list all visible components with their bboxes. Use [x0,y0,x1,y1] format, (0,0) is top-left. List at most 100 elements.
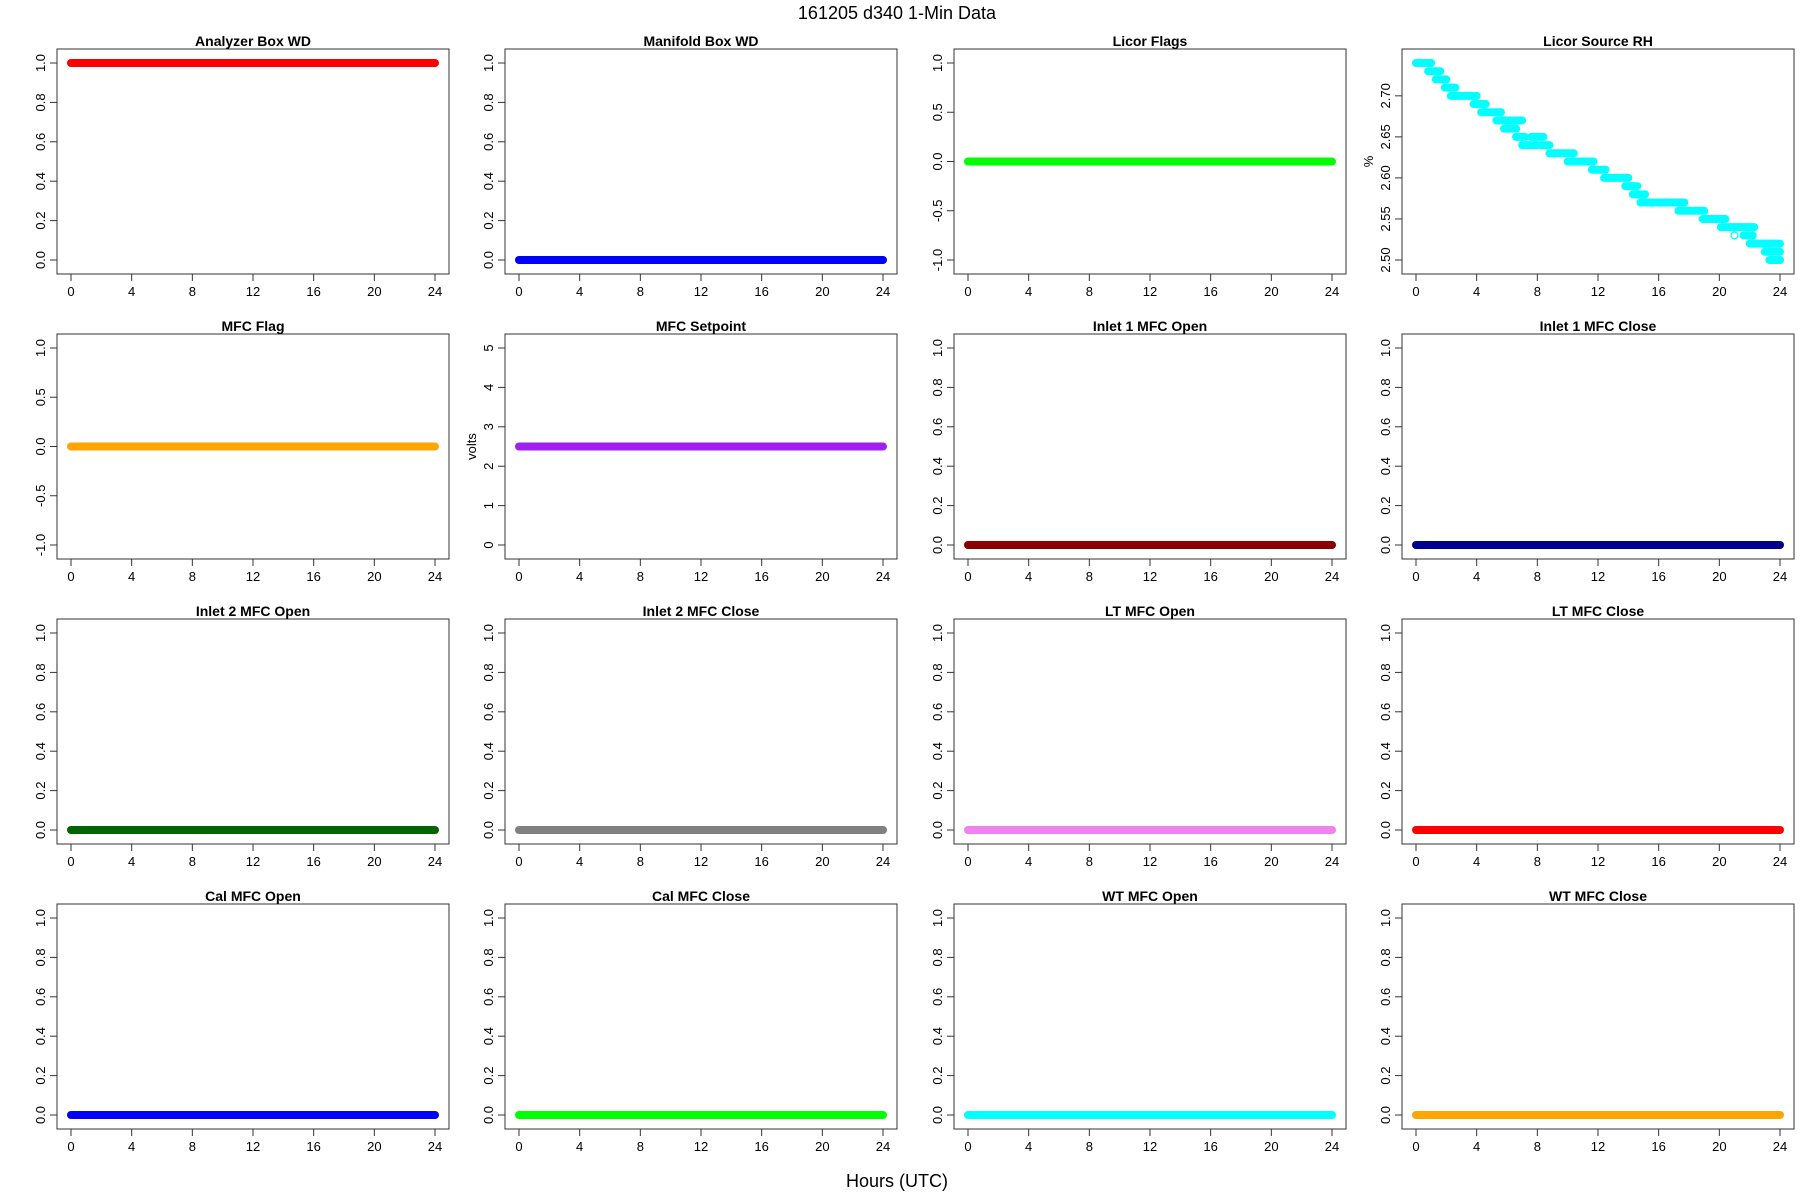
y-tick-label: 2.65 [1378,124,1393,149]
x-tick-label: 24 [1325,569,1339,584]
x-tick-label: 16 [306,569,320,584]
y-tick-label: 1.0 [930,54,945,72]
x-tick-label: 12 [1591,569,1605,584]
y-tick-label: 0.0 [930,821,945,839]
x-tick-label: 4 [128,569,135,584]
y-tick-label: 0.4 [481,172,496,190]
x-tick-label: 24 [428,854,442,869]
x-tick-label: 12 [246,854,260,869]
x-tick-label: 20 [1712,569,1726,584]
x-tick-label: 12 [694,854,708,869]
x-tick-label: 16 [754,284,768,299]
x-tick-label: 24 [428,569,442,584]
panel-licor-source-rh: Licor Source RH 0 4 8 12 16 20 24 2.50 2.55 2.60 2.… [1361,33,1795,299]
panels-grid: Analyzer Box WD0 4 8 12 16 20 240.00.20.40.60.… [33,33,1795,1154]
x-tick-label: 8 [1086,569,1093,584]
panel-title: MFC Setpoint [656,318,747,334]
x-tick-label: 0 [67,854,74,869]
x-tick-label: 24 [428,284,442,299]
y-tick-label: 0.4 [481,1027,496,1045]
y-tick-label: 1 [481,502,496,509]
plot-frame [56,48,450,275]
y-tick-label: 4 [481,384,496,391]
y-tick-label: 0.6 [930,988,945,1006]
y-tick-label: 0.4 [1378,1027,1393,1045]
x-tick-label: 4 [1025,569,1032,584]
panel-title: Analyzer Box WD [195,33,311,49]
x-tick-label: 0 [1412,569,1419,584]
panel-title: WT MFC Close [1549,888,1647,904]
y-tick-label: 2.60 [1378,165,1393,190]
y-tick-label: 0.2 [481,1067,496,1085]
x-tick-label: 0 [964,284,971,299]
x-tick-label: 20 [367,1139,381,1154]
plot-frame [56,903,450,1130]
x-tick-label: 12 [246,569,260,584]
x-tick-label: 16 [1651,1139,1665,1154]
y-tick-label: 0.0 [33,251,48,269]
plot-frame [1401,903,1795,1130]
panel-title: MFC Flag [222,318,285,334]
y-tick-label: 0.2 [930,1067,945,1085]
panel-title: Inlet 1 MFC Open [1093,318,1207,334]
x-tick-label: 0 [515,1139,522,1154]
y-tick-label: 0.2 [33,782,48,800]
y-tick-label: 0.2 [481,782,496,800]
y-tick-label: 0.4 [930,1027,945,1045]
x-tick-label: 20 [1264,854,1278,869]
x-tick-label: 12 [1591,284,1605,299]
y-tick-label: 0.8 [1378,663,1393,681]
y-tick-label: 0.8 [33,93,48,111]
y-tick-label: 0.6 [33,133,48,151]
x-tick-label: 24 [428,1139,442,1154]
x-tick-label: 0 [515,284,522,299]
y-tick-label: 0.6 [930,418,945,436]
panel-title: Inlet 2 MFC Open [196,603,310,619]
x-tick-label: 20 [815,569,829,584]
y-tick-label: 0.8 [481,93,496,111]
data-point [1531,140,1541,150]
y-tick-label: 0.0 [930,1106,945,1124]
x-tick-label: 16 [1651,569,1665,584]
x-tick-label: 12 [1591,1139,1605,1154]
x-tick-label: 24 [1773,569,1787,584]
panel-cal-mfc-open: Cal MFC Open 0 4 8 12 16 20 24 0.0 0.2 0.4 0.6 0.8 1.… [33,888,450,1154]
x-tick-label: 12 [1143,569,1157,584]
x-tick-label: 4 [128,284,135,299]
x-tick-label: 20 [815,284,829,299]
panel-lt-mfc-close: LT MFC Close 0 4 8 12 16 20 24 0.0 0.2 0.4 0.6 0.8 1.… [1378,603,1795,869]
y-tick-label: 0.8 [33,663,48,681]
x-tick-label: 16 [754,1139,768,1154]
y-tick-label: 0.2 [1378,1067,1393,1085]
panel-title: Licor Flags [1113,33,1188,49]
x-tick-label: 16 [1651,854,1665,869]
x-tick-label: 24 [876,854,890,869]
y-tick-label: 0.4 [1378,742,1393,760]
y-tick-label: 2 [481,463,496,470]
x-tick-label: 16 [1203,1139,1217,1154]
panel-lt-mfc-open: LT MFC Open 0 4 8 12 16 20 24 0.0 0.2 0.4 0.6 0.8 1.0 [930,603,1347,869]
plot-frame [1401,618,1795,845]
x-tick-label: 20 [1264,569,1278,584]
y-tick-label: 1.0 [481,54,496,72]
y-tick-label: 0.6 [481,988,496,1006]
y-tick-label: 0.4 [481,742,496,760]
x-tick-label: 20 [367,569,381,584]
y-tick-label: 0.0 [930,536,945,554]
x-tick-label: 4 [1473,569,1480,584]
panel-title: WT MFC Open [1102,888,1198,904]
y-tick-label: 0.8 [930,378,945,396]
plot-frame [504,903,898,1130]
y-tick-label: 0.6 [1378,418,1393,436]
y-tick-label: 1.0 [33,624,48,642]
y-tick-label: 1.0 [930,909,945,927]
plot-frame [504,48,898,275]
x-tick-label: 12 [1143,854,1157,869]
x-tick-label: 8 [637,1139,644,1154]
x-tick-label: 20 [815,1139,829,1154]
y-tick-label: 0.5 [930,103,945,121]
x-tick-label: 4 [576,569,583,584]
x-tick-label: 8 [1534,1139,1541,1154]
x-tick-label: 8 [1086,1139,1093,1154]
